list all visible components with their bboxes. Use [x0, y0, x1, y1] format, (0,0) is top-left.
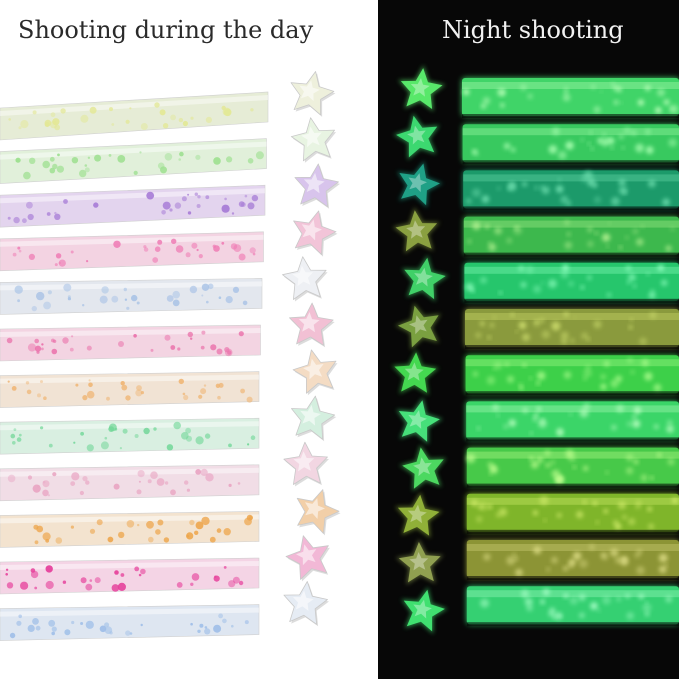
- day-strip-2: [0, 138, 267, 184]
- day-panel: Shooting during the day: [0, 16, 341, 641]
- day-strip-10: [0, 511, 260, 548]
- day-strip-9: [0, 464, 260, 502]
- night-strip-12: [466, 586, 679, 627]
- day-star-6: [289, 302, 335, 348]
- night-star-7: [391, 349, 440, 396]
- day-panel-title: Shooting during the day: [18, 16, 314, 44]
- night-star-10: [395, 491, 443, 539]
- day-star-9: [283, 441, 329, 487]
- night-strip-3: [463, 170, 679, 211]
- night-star-1: [398, 65, 446, 112]
- day-star-10: [296, 489, 341, 536]
- night-star-5: [401, 254, 449, 302]
- day-strip-7: [0, 371, 260, 408]
- night-strip-8: [466, 401, 679, 442]
- night-strip-7: [465, 355, 679, 396]
- day-star-5: [282, 256, 328, 302]
- night-star-9: [399, 444, 447, 492]
- day-strip-3: [0, 184, 266, 228]
- night-star-6: [395, 302, 442, 351]
- day-strip-1: [0, 91, 269, 141]
- day-star-8: [290, 395, 337, 442]
- night-strip-1: [462, 78, 679, 118]
- night-strip-4: [463, 216, 679, 257]
- day-strips-and-stars: [0, 71, 341, 641]
- night-star-3: [396, 160, 443, 208]
- day-star-12: [283, 581, 329, 627]
- day-star-4: [293, 210, 338, 257]
- night-star-12: [401, 586, 448, 635]
- day-star-7: [292, 349, 338, 396]
- night-star-4: [392, 207, 440, 254]
- night-star-11: [395, 539, 444, 585]
- night-strip-6: [465, 309, 679, 349]
- night-strip-10: [466, 493, 679, 534]
- day-strip-5: [0, 278, 263, 315]
- night-star-8: [396, 397, 443, 445]
- day-strip-8: [0, 417, 260, 455]
- night-panel-title: Night shooting: [442, 16, 624, 44]
- day-star-3: [294, 163, 340, 209]
- night-strip-2: [462, 124, 679, 165]
- day-star-11: [285, 535, 330, 582]
- night-strips-and-stars: [391, 65, 679, 635]
- day-star-1: [290, 71, 336, 117]
- day-strip-12: [0, 604, 260, 641]
- day-star-2: [290, 117, 337, 163]
- night-strip-5: [464, 262, 679, 303]
- night-star-2: [393, 112, 440, 161]
- day-strip-11: [0, 557, 260, 595]
- day-strip-6: [0, 324, 261, 362]
- day-strip-4: [0, 231, 264, 272]
- night-panel: Night shooting: [378, 0, 679, 679]
- night-strip-11: [466, 540, 679, 580]
- night-strip-9: [466, 447, 679, 488]
